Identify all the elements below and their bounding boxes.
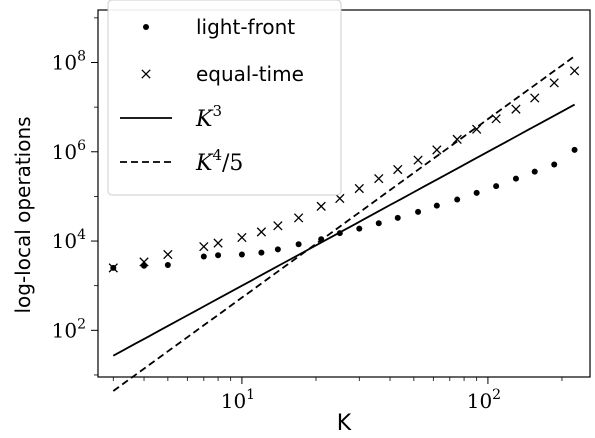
equal-time-point: [354, 183, 364, 194]
equal-time-point-stroke: [163, 249, 173, 260]
x-tick-label: 101: [221, 387, 255, 413]
axes: 101 102 102 104 106 108: [52, 9, 591, 413]
equal-time-point-stroke: [452, 134, 462, 144]
y-tick-label: 106: [52, 138, 86, 164]
legend-handle-dot: [143, 24, 149, 30]
equal-time-point-stroke: [530, 93, 540, 103]
equal-time-point: [491, 114, 501, 124]
equal-time-point-stroke: [432, 145, 442, 155]
dashed-fit-line: [112, 55, 576, 392]
equal-time-point: [199, 241, 209, 252]
equal-time-point-stroke: [293, 213, 304, 223]
light-front-point: [200, 253, 207, 260]
legend-label: equal-time: [196, 62, 304, 86]
light-front-point: [531, 168, 538, 175]
fit-lines: [112, 55, 576, 392]
equal-time-point-stroke: [199, 241, 209, 252]
equal-time-point: [108, 263, 118, 273]
equal-time-point: [472, 124, 482, 134]
light-front-point: [512, 175, 519, 182]
equal-time-point: [511, 104, 521, 114]
solid-fit-line: [112, 103, 576, 357]
data-markers: [108, 66, 580, 273]
legend: light-front equal-time K3 K4/5: [107, 0, 342, 196]
legend-label: K3: [195, 102, 222, 132]
equal-time-point: [237, 232, 247, 243]
legend-box: [107, 0, 342, 196]
light-front-point: [493, 183, 500, 190]
legend-label: light-front: [196, 15, 295, 39]
equal-time-point-stroke: [354, 183, 364, 194]
legend-label: K4/5: [195, 146, 243, 176]
equal-time-point: [549, 78, 559, 88]
equal-time-point: [213, 238, 223, 248]
light-front-point: [274, 246, 281, 253]
equal-time-point: [139, 257, 149, 267]
equal-time-point-stroke: [139, 257, 149, 267]
y-tick-label: 102: [52, 316, 86, 342]
light-front-point: [356, 225, 363, 232]
legend-handle-x-stroke: [141, 69, 151, 79]
light-front-point: [336, 230, 343, 237]
light-front-point: [215, 252, 222, 259]
equal-time-point-stroke: [237, 232, 247, 243]
equal-time-point: [530, 93, 540, 103]
equal-time-point-stroke: [374, 173, 384, 184]
equal-time-point-stroke: [549, 78, 559, 88]
x-tick-label: 102: [467, 387, 501, 413]
equal-time-point: [432, 145, 442, 155]
light-front-point: [454, 196, 461, 203]
light-front-point: [258, 249, 265, 256]
x-axis-label: K: [337, 411, 352, 436]
equal-time-point: [163, 249, 173, 260]
equal-time-point-stroke: [511, 104, 521, 114]
equal-time-point-stroke: [335, 193, 345, 204]
equal-time-point: [393, 164, 403, 175]
light-front-point: [295, 241, 302, 248]
light-front-point: [375, 220, 382, 227]
equal-time-point: [256, 227, 267, 237]
equal-time-point-stroke: [213, 238, 223, 248]
equal-time-point: [413, 155, 423, 165]
light-front-point: [433, 202, 440, 209]
legend-handle-x: [141, 69, 151, 79]
light-front-point: [318, 236, 325, 243]
equal-time-point-stroke: [491, 114, 501, 124]
y-tick-label: 108: [52, 48, 86, 74]
light-front-point: [164, 262, 171, 269]
equal-time-point: [273, 221, 283, 231]
y-axis-label: log-local operations: [11, 116, 35, 313]
equal-time-point-stroke: [393, 164, 403, 175]
equal-time-point: [293, 213, 304, 223]
equal-time-point: [316, 201, 326, 211]
light-front-point: [571, 146, 578, 153]
light-front-point: [238, 251, 245, 258]
equal-time-point-stroke: [569, 66, 580, 76]
light-front-point: [551, 161, 558, 168]
equal-time-point-stroke: [413, 155, 423, 165]
equal-time-point: [374, 173, 384, 184]
equal-time-point-stroke: [256, 227, 267, 237]
equal-time-point-stroke: [316, 201, 326, 211]
plot-frame: [97, 9, 591, 378]
equal-time-point: [335, 193, 345, 204]
equal-time-point-stroke: [273, 221, 283, 231]
light-front-point: [415, 208, 422, 215]
equal-time-point-stroke: [472, 124, 482, 134]
light-front-point: [473, 189, 480, 196]
equal-time-point: [452, 134, 462, 144]
equal-time-point-stroke: [108, 263, 118, 273]
light-front-point: [394, 214, 401, 221]
y-tick-label: 104: [52, 227, 86, 253]
equal-time-point: [569, 66, 580, 76]
